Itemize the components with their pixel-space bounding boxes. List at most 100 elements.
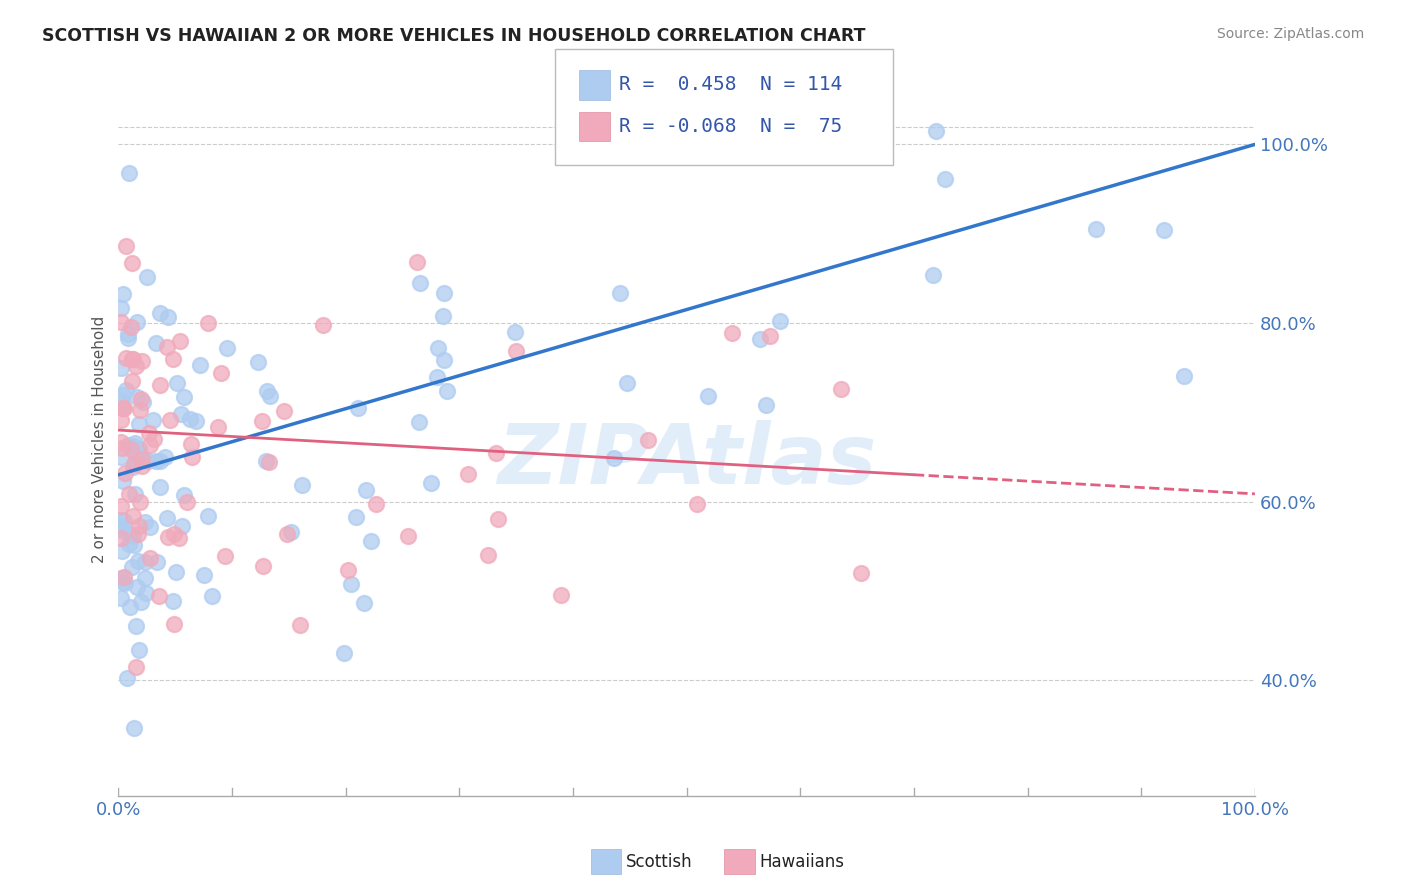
Y-axis label: 2 or more Vehicles in Household: 2 or more Vehicles in Household (93, 316, 107, 563)
Point (110, 499, 132, 513)
Point (145, 555, 167, 569)
Point (110, 513, 132, 527)
Point (110, 394, 132, 409)
Point (127, 527, 149, 541)
Point (110, 571, 132, 585)
Point (149, 454, 172, 468)
Point (134, 515, 156, 529)
Point (111, 543, 134, 558)
Point (110, 523, 132, 537)
Point (111, 387, 134, 401)
Point (851, 566, 873, 580)
Point (112, 474, 135, 488)
Point (134, 571, 156, 585)
Point (156, 340, 179, 354)
Point (720, 326, 742, 340)
Point (118, 486, 141, 500)
Point (162, 352, 184, 367)
Point (433, 353, 456, 368)
Point (457, 467, 479, 481)
Point (110, 450, 132, 464)
Point (830, 383, 852, 397)
Text: SCOTTISH VS HAWAIIAN 2 OR MORE VEHICLES IN HOUSEHOLD CORRELATION CHART: SCOTTISH VS HAWAIIAN 2 OR MORE VEHICLES … (42, 27, 866, 45)
Point (364, 497, 387, 511)
Point (125, 390, 148, 404)
Point (398, 529, 420, 543)
Point (254, 453, 277, 467)
Point (117, 331, 139, 345)
Point (360, 533, 382, 548)
Point (122, 439, 145, 453)
Point (340, 576, 363, 591)
Text: Hawaiians: Hawaiians (759, 853, 844, 871)
Point (173, 390, 195, 404)
Point (115, 671, 138, 685)
Point (215, 342, 238, 356)
Point (157, 530, 180, 544)
Point (110, 520, 132, 534)
Point (129, 447, 152, 461)
Point (122, 538, 145, 552)
Point (353, 596, 375, 610)
Point (1153, 223, 1175, 237)
Point (179, 412, 201, 426)
Point (139, 438, 162, 452)
Point (111, 401, 134, 415)
Point (121, 352, 143, 367)
Point (131, 459, 153, 474)
Point (114, 239, 136, 253)
Point (162, 594, 184, 608)
Point (333, 647, 356, 661)
Point (122, 508, 145, 523)
Point (110, 315, 132, 329)
Point (291, 477, 314, 491)
Point (486, 512, 509, 526)
Text: R = -0.068  N =  75: R = -0.068 N = 75 (619, 117, 842, 136)
Point (129, 495, 152, 509)
Point (155, 511, 177, 525)
Point (138, 426, 160, 441)
Point (685, 497, 707, 511)
Point (110, 301, 132, 315)
Point (176, 495, 198, 509)
Point (214, 549, 236, 563)
Point (122, 529, 145, 543)
Point (257, 455, 280, 469)
Point (111, 401, 134, 416)
Point (139, 520, 162, 534)
Point (252, 559, 274, 574)
Point (426, 370, 449, 384)
Point (118, 527, 141, 541)
Point (290, 618, 312, 632)
Point (135, 586, 157, 600)
Point (114, 575, 136, 590)
Point (125, 619, 148, 633)
Point (110, 532, 132, 546)
Point (142, 413, 165, 427)
Point (127, 580, 149, 594)
Point (136, 269, 159, 284)
Point (173, 488, 195, 502)
Point (145, 335, 167, 350)
Point (128, 519, 150, 533)
Point (347, 401, 370, 415)
Point (114, 383, 136, 397)
Point (165, 566, 187, 580)
Text: Source: ZipAtlas.com: Source: ZipAtlas.com (1216, 27, 1364, 41)
Point (122, 457, 145, 471)
Point (336, 563, 359, 577)
Point (603, 450, 626, 465)
Point (131, 451, 153, 466)
Point (111, 442, 134, 456)
Point (550, 588, 572, 602)
Point (149, 306, 172, 320)
Point (197, 317, 219, 331)
Point (112, 286, 135, 301)
Point (406, 255, 429, 269)
Point (114, 466, 136, 480)
Point (181, 450, 204, 464)
Point (759, 328, 782, 343)
Point (129, 595, 152, 609)
Point (111, 574, 134, 589)
Point (163, 527, 186, 541)
